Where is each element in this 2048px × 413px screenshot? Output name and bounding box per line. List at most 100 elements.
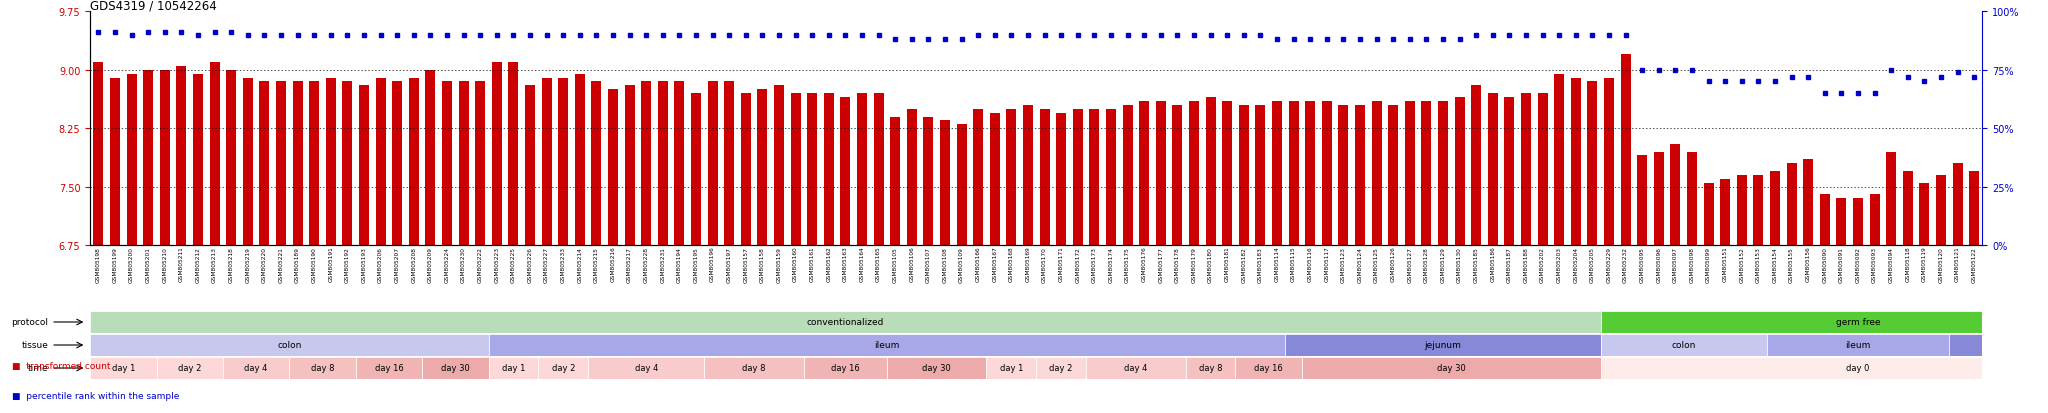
Text: germ free: germ free: [1835, 318, 1880, 327]
Bar: [989, 113, 999, 245]
Bar: [326, 78, 336, 245]
Bar: [541, 78, 551, 245]
Text: day 16: day 16: [375, 363, 403, 373]
Bar: [1303, 358, 1602, 379]
Bar: [309, 82, 319, 245]
Bar: [475, 82, 485, 245]
Bar: [1085, 358, 1186, 379]
Bar: [293, 82, 303, 245]
Bar: [840, 98, 850, 245]
Bar: [956, 125, 967, 245]
Text: day 4: day 4: [244, 363, 268, 373]
Text: day 8: day 8: [741, 363, 766, 373]
Bar: [1704, 183, 1714, 245]
Bar: [823, 94, 834, 245]
Bar: [709, 82, 717, 245]
Bar: [260, 82, 270, 245]
Bar: [375, 78, 385, 245]
Bar: [393, 82, 401, 245]
Bar: [1604, 78, 1614, 245]
Bar: [1737, 176, 1747, 245]
Bar: [1821, 195, 1829, 245]
Bar: [90, 358, 156, 379]
Bar: [1235, 358, 1303, 379]
Text: day 1: day 1: [113, 363, 135, 373]
Bar: [725, 82, 733, 245]
Bar: [143, 71, 154, 245]
Text: jejunum: jejunum: [1425, 341, 1462, 350]
Bar: [741, 94, 752, 245]
Bar: [410, 78, 418, 245]
Bar: [209, 63, 219, 245]
Bar: [1073, 109, 1083, 245]
Bar: [1106, 109, 1116, 245]
Bar: [1571, 78, 1581, 245]
Bar: [674, 82, 684, 245]
Bar: [807, 94, 817, 245]
Bar: [1223, 102, 1233, 245]
Bar: [1522, 94, 1532, 245]
Bar: [1356, 106, 1364, 245]
Text: day 16: day 16: [1253, 363, 1282, 373]
Bar: [1389, 106, 1399, 245]
Text: day 1: day 1: [502, 363, 524, 373]
Bar: [111, 78, 121, 245]
Bar: [1688, 152, 1698, 245]
Bar: [940, 121, 950, 245]
Bar: [758, 90, 768, 245]
Bar: [276, 82, 287, 245]
Bar: [492, 63, 502, 245]
Bar: [1036, 358, 1085, 379]
Bar: [690, 94, 700, 245]
Text: ileum: ileum: [874, 341, 899, 350]
Text: day 2: day 2: [551, 363, 575, 373]
Bar: [1487, 94, 1497, 245]
Bar: [1870, 195, 1880, 245]
Text: day 8: day 8: [311, 363, 334, 373]
Bar: [160, 71, 170, 245]
Bar: [539, 358, 588, 379]
Bar: [1837, 199, 1847, 245]
Bar: [1970, 172, 1978, 245]
Text: protocol: protocol: [12, 318, 49, 327]
Bar: [1602, 312, 2048, 333]
Bar: [1206, 98, 1217, 245]
Bar: [223, 358, 289, 379]
Bar: [592, 82, 602, 245]
Bar: [1505, 98, 1513, 245]
Bar: [1935, 176, 1946, 245]
Bar: [442, 82, 453, 245]
Bar: [874, 94, 883, 245]
Bar: [489, 358, 539, 379]
Text: day 8: day 8: [1198, 363, 1223, 373]
Bar: [805, 358, 887, 379]
Bar: [1602, 335, 1767, 356]
Bar: [1886, 152, 1896, 245]
Bar: [156, 358, 223, 379]
Text: colon: colon: [276, 341, 301, 350]
Bar: [1024, 106, 1032, 245]
Bar: [856, 94, 866, 245]
Text: time: time: [29, 363, 49, 373]
Bar: [575, 74, 586, 245]
Bar: [1040, 109, 1049, 245]
Bar: [791, 94, 801, 245]
Bar: [508, 63, 518, 245]
Bar: [489, 335, 1286, 356]
Bar: [90, 312, 1602, 333]
Text: day 2: day 2: [178, 363, 201, 373]
Bar: [1186, 358, 1235, 379]
Text: jejunum: jejunum: [2013, 341, 2048, 350]
Bar: [94, 63, 102, 245]
Text: conventionalized: conventionalized: [807, 318, 885, 327]
Text: day 16: day 16: [831, 363, 860, 373]
Text: day 1: day 1: [999, 363, 1024, 373]
Bar: [987, 358, 1036, 379]
Bar: [127, 74, 137, 245]
Bar: [1952, 164, 1962, 245]
Text: colon: colon: [1671, 341, 1696, 350]
Text: day 4: day 4: [635, 363, 657, 373]
Bar: [1769, 172, 1780, 245]
Bar: [1288, 102, 1298, 245]
Text: GDS4319 / 10542264: GDS4319 / 10542264: [90, 0, 217, 12]
